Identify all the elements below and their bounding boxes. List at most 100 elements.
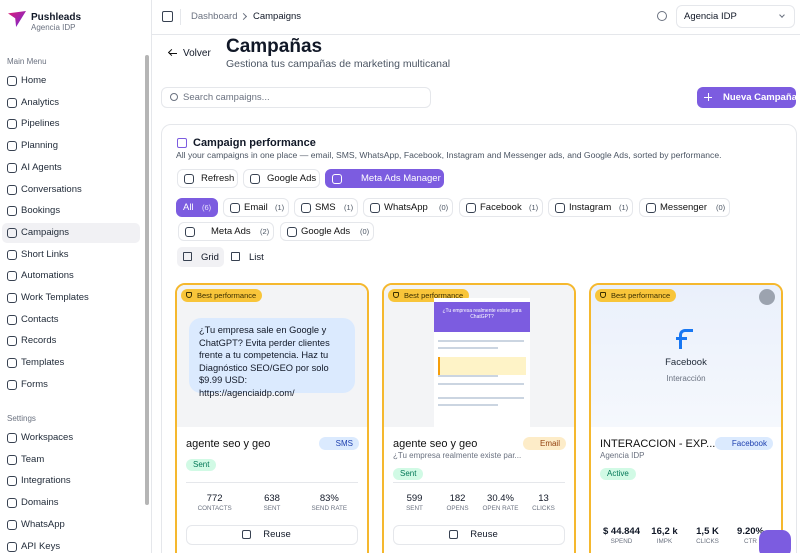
icon: [7, 379, 17, 390]
breadcrumb[interactable]: Dashboard: [191, 11, 238, 22]
campaign-card[interactable]: Best performance ¿Tu empresa sale en Goog…: [175, 283, 369, 553]
nav-item[interactable]: Workspaces: [21, 432, 74, 443]
icon: [332, 174, 342, 184]
search-box[interactable]: [161, 87, 431, 108]
fb-logo-bar: [676, 337, 687, 340]
filter-chip[interactable]: [178, 222, 274, 241]
status-pill: Sent: [393, 468, 424, 480]
action-button[interactable]: [325, 169, 444, 188]
status-pill: Active: [600, 468, 636, 480]
eye-off-button[interactable]: [759, 289, 775, 305]
nav-item[interactable]: Domains: [21, 497, 59, 509]
icon: [7, 336, 17, 347]
badge-icon: [393, 292, 399, 298]
icon: [301, 203, 311, 213]
brand-name: Pushleads: [31, 12, 82, 23]
campaign-subtitle: ¿Tu empresa realmente existe par...: [393, 451, 522, 460]
preview-caption: Interacción: [666, 374, 706, 383]
nav-item[interactable]: Automations: [21, 270, 74, 282]
filter-chip[interactable]: [639, 198, 730, 217]
stat-label: SENT: [263, 505, 281, 512]
sidebar: [0, 0, 152, 553]
filter-label: WhatsApp: [384, 202, 428, 213]
nav-item[interactable]: Work Templates: [21, 292, 89, 303]
account-select[interactable]: [676, 5, 795, 28]
channel-badge: Facebook: [714, 437, 773, 450]
filter-chip[interactable]: [223, 198, 289, 217]
reuse-button[interactable]: [186, 525, 358, 545]
action-label: Google Ads: [267, 173, 317, 184]
campaign-subtitle: Agencia IDP: [600, 451, 645, 460]
filter-count: (1): [275, 203, 285, 212]
icon: [185, 227, 195, 237]
filter-count: (1): [529, 203, 539, 212]
nav-item[interactable]: Conversations: [21, 183, 82, 195]
filter-chip[interactable]: [548, 198, 633, 217]
nav-item[interactable]: Records: [21, 335, 57, 347]
nav-item[interactable]: Planning: [21, 140, 58, 152]
page-subtitle: Gestiona tus campañas de marketing multi…: [226, 58, 451, 70]
icon: [7, 433, 17, 443]
stat-value: $ 44.844: [603, 526, 640, 537]
nav-item[interactable]: Integrations: [21, 475, 71, 487]
campaign-name: INTERACCION - EXP...: [600, 438, 716, 450]
email-line: [438, 383, 524, 385]
stat-value: 30.4%: [487, 493, 514, 504]
nav-item[interactable]: Forms: [21, 378, 48, 390]
view-label[interactable]: List: [249, 252, 264, 263]
filter-count: (6): [202, 203, 212, 212]
stat-label: CLICKS: [532, 505, 555, 512]
filter-chip[interactable]: [459, 198, 543, 217]
action-button[interactable]: [243, 169, 320, 188]
filter-count: (1): [344, 203, 354, 212]
icon: [231, 252, 240, 261]
nav-item[interactable]: Pipelines: [21, 118, 60, 130]
nav-item[interactable]: Short Links: [21, 248, 69, 260]
nav-item[interactable]: AI Agents: [21, 161, 62, 173]
icon: [170, 93, 178, 101]
campaign-card[interactable]: Best performance ¿Tu empresa realmente ex…: [382, 283, 576, 553]
icon: [7, 162, 17, 173]
reuse-button[interactable]: [393, 525, 565, 545]
filter-chip[interactable]: [294, 198, 358, 217]
back-link[interactable]: Volver: [183, 48, 211, 59]
icon: [7, 184, 17, 195]
nav-item[interactable]: Campaigns: [21, 226, 70, 238]
nav-item[interactable]: Bookings: [21, 205, 61, 217]
help-button[interactable]: [759, 530, 791, 553]
topbar: [152, 0, 800, 35]
campaign-card[interactable]: Best performance Facebook Interacción INTER…: [589, 283, 783, 553]
nav-item[interactable]: Analytics: [21, 96, 60, 108]
email-header: ¿Tu empresa realmente existe para ChatGP…: [434, 302, 530, 332]
new-button[interactable]: [697, 87, 796, 108]
filter-count: (2): [260, 227, 270, 236]
email-line: [438, 397, 524, 399]
filter-chip[interactable]: [176, 198, 218, 217]
icon: [7, 76, 17, 86]
filter-chip[interactable]: [280, 222, 374, 241]
account-name: Agencia IDP: [684, 11, 737, 22]
view-label[interactable]: Grid: [201, 252, 219, 263]
panel: [161, 124, 797, 553]
nav-item[interactable]: Templates: [21, 357, 65, 369]
back-arrow: [167, 48, 176, 57]
best-badge: Best performance: [595, 289, 677, 302]
nav-item[interactable]: Team: [21, 453, 45, 465]
breadcrumb: Campaigns: [253, 11, 302, 22]
filter-count: (0): [716, 203, 726, 212]
nav-item[interactable]: WhatsApp: [21, 518, 65, 530]
nav-item[interactable]: Contacts: [21, 313, 59, 325]
nav-item[interactable]: Home: [21, 75, 47, 86]
stat-label: OPENS: [446, 505, 469, 512]
stat-value: 16,2 k: [651, 526, 678, 537]
badge-icon: [600, 292, 606, 298]
section-title: Settings: [7, 414, 36, 423]
action-label: Meta Ads Manager: [361, 173, 441, 184]
icon: [183, 252, 192, 261]
stat-value: 13: [538, 493, 549, 504]
action-label: Refresh: [201, 173, 235, 184]
filter-chip[interactable]: [363, 198, 453, 217]
nav-item[interactable]: API Keys: [21, 540, 61, 552]
email-line: [438, 347, 498, 349]
filter-label: Facebook: [480, 202, 522, 213]
